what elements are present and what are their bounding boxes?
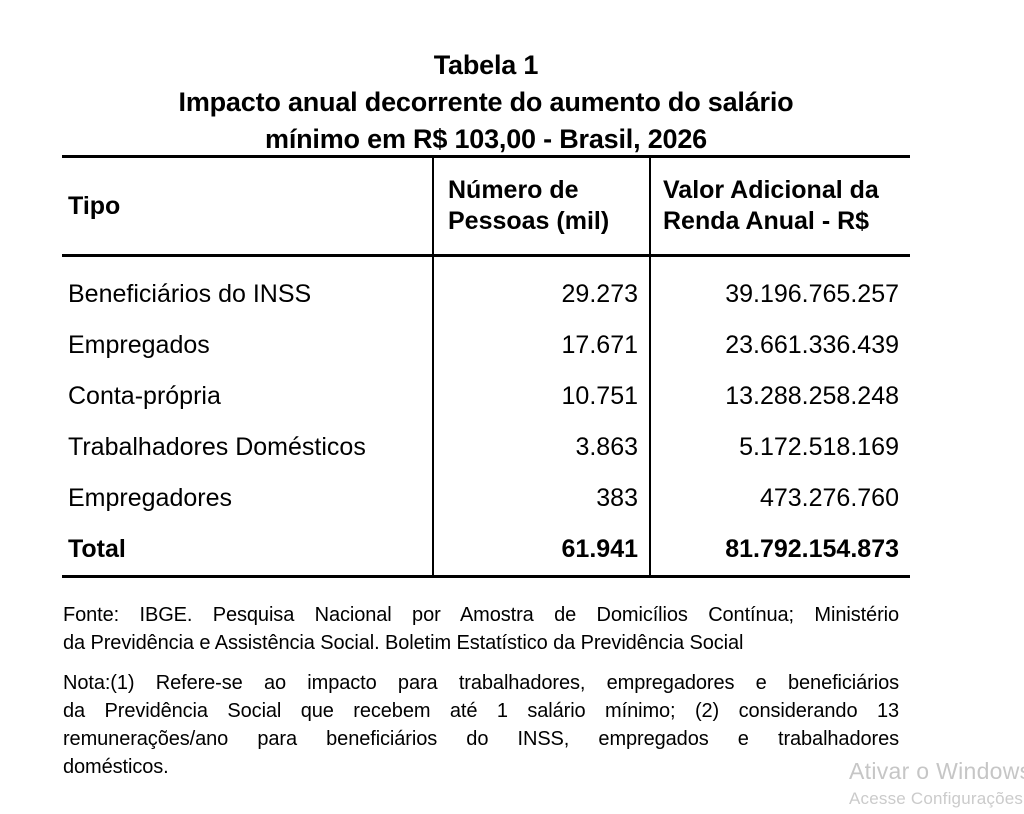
footnote: Nota:(1) Refere-se ao impacto para traba… [63,669,899,781]
table-title-line2: Impacto anual decorrente do aumento do s… [178,87,794,117]
cell-pessoas-total: 61.941 [432,523,650,578]
table-title-line1: Tabela 1 [433,50,539,80]
source-note-line1: Fonte: IBGE. Pesquisa Nacional por Amost… [63,604,899,626]
column-header-pessoas-line2: Pessoas (mil) [448,207,610,235]
cell-pessoas: 10.751 [432,370,650,422]
table-row: Beneficiários do INSS 29.273 39.196.765.… [62,255,910,320]
table-row: Conta-própria 10.751 13.288.258.248 [62,370,910,422]
footnote-line3: remunerações/ano para beneficiários do I… [63,728,899,750]
column-header-pessoas: Número de Pessoas (mil) [432,155,650,257]
cell-pessoas: 29.273 [432,255,650,320]
table-header-row: Tipo Número de Pessoas (mil) Valor Adici… [62,155,910,257]
watermark-settings-text: Acesse Configurações [849,789,1024,808]
column-header-pessoas-line1: Número de [448,176,579,204]
footnote-line4: domésticos. [63,756,169,778]
watermark-activate-text: Ativar o Windows [849,758,1024,784]
cell-tipo: Beneficiários do INSS [68,280,312,309]
source-note: Fonte: IBGE. Pesquisa Nacional por Amost… [63,601,899,657]
column-header-valor-line2: Renda Anual - R$ [663,207,870,235]
cell-valor: 23.661.336.439 [649,319,910,371]
footnote-line1: Nota:(1) Refere-se ao impacto para traba… [63,672,899,694]
cell-valor: 5.172.518.169 [649,421,910,473]
footnote-line2: da Previdência Social que recebem até 1 … [63,700,899,722]
table-title: Tabela 1 Impacto anual decorrente do aum… [62,47,910,158]
table-total-row: Total 61.941 81.792.154.873 [62,523,910,578]
windows-activation-watermark: Ativar o Windows Acesse Configurações [849,757,1024,810]
impact-table: Tipo Número de Pessoas (mil) Valor Adici… [62,155,910,578]
cell-valor: 13.288.258.248 [649,370,910,422]
cell-pessoas: 3.863 [432,421,650,473]
cell-valor: 473.276.760 [649,472,910,524]
table-title-line3: mínimo em R$ 103,00 - Brasil, 2026 [265,124,707,154]
cell-tipo-total: Total [62,523,433,578]
source-note-line2: da Previdência e Assistência Social. Bol… [63,632,744,654]
cell-tipo: Conta-própria [68,381,221,410]
cell-tipo: Empregadores [68,483,232,512]
cell-valor-total: 81.792.154.873 [649,523,910,578]
table-row: Trabalhadores Domésticos 3.863 5.172.518… [62,421,910,473]
cell-pessoas: 383 [432,472,650,524]
cell-pessoas: 17.671 [432,319,650,371]
table-row: Empregadores 383 473.276.760 [62,472,910,524]
cell-tipo: Trabalhadores Domésticos [68,432,366,461]
column-header-valor: Valor Adicional da Renda Anual - R$ [649,155,910,257]
cell-valor: 39.196.765.257 [649,255,910,320]
cell-tipo: Empregados [68,330,210,359]
column-header-tipo: Tipo [62,155,433,257]
table-row: Empregados 17.671 23.661.336.439 [62,319,910,371]
column-header-valor-line1: Valor Adicional da [663,176,879,204]
